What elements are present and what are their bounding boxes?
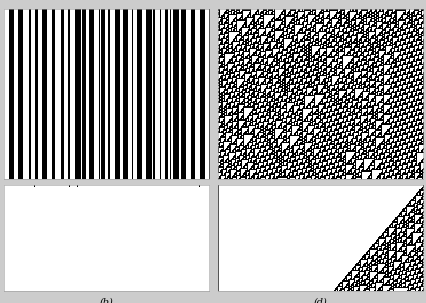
Text: (b): (b) bbox=[100, 297, 113, 303]
Text: (c): (c) bbox=[313, 189, 326, 198]
Text: (a): (a) bbox=[100, 189, 113, 198]
Text: (d): (d) bbox=[313, 297, 326, 303]
